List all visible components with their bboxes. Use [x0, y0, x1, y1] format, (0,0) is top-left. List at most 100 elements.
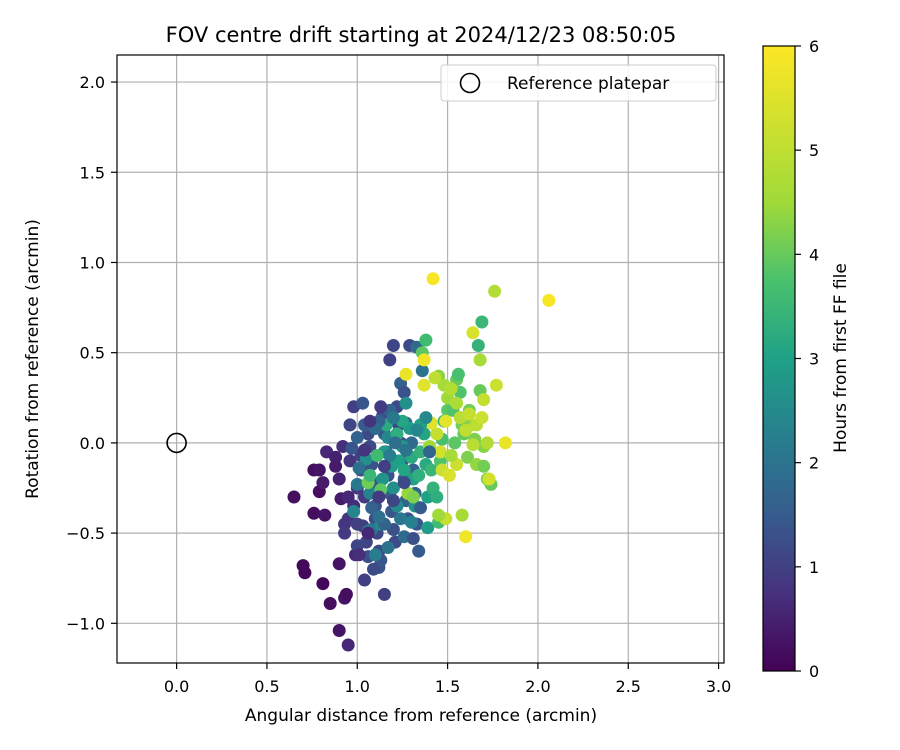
data-point — [343, 418, 357, 432]
y-axis-ticks: −1.0 −0.5 0.0 0.5 1.0 1.5 2.0 — [66, 73, 117, 633]
data-point — [444, 382, 458, 396]
data-point — [386, 494, 400, 508]
data-point — [367, 562, 380, 576]
data-point — [430, 427, 444, 441]
data-point — [316, 577, 330, 591]
data-point — [471, 339, 485, 352]
data-point — [399, 367, 413, 381]
y-tick-label: 2.0 — [80, 73, 105, 92]
y-tick-label: −0.5 — [66, 524, 105, 543]
y-tick-label: 0.0 — [80, 434, 105, 453]
data-point — [332, 472, 346, 486]
x-tick-label: 1.5 — [435, 677, 460, 696]
data-point — [332, 624, 346, 637]
data-points — [287, 272, 556, 652]
data-point — [480, 436, 494, 450]
x-tick-label: 0.5 — [254, 677, 279, 696]
data-point — [421, 521, 435, 535]
x-tick-label: 3.0 — [706, 677, 731, 696]
data-point — [466, 326, 480, 340]
data-point — [381, 541, 395, 554]
data-point — [350, 517, 364, 531]
colorbar-ticks: 0 1 2 3 4 5 6 — [795, 37, 819, 681]
data-point — [414, 501, 427, 515]
data-point — [312, 463, 326, 477]
data-point — [412, 468, 426, 482]
data-point — [399, 396, 413, 410]
x-tick-label: 1.0 — [345, 677, 370, 696]
data-point — [338, 526, 352, 540]
data-point — [383, 353, 397, 367]
data-point — [397, 476, 411, 490]
data-point — [350, 431, 364, 444]
data-point — [405, 515, 418, 529]
x-tick-label: 2.0 — [525, 677, 550, 696]
x-axis-ticks: 0.0 0.5 1.0 1.5 2.0 2.5 3.0 — [164, 663, 731, 696]
data-point — [329, 459, 343, 473]
data-point — [332, 557, 346, 571]
data-point — [386, 481, 400, 495]
data-point — [383, 449, 397, 462]
data-point — [417, 353, 431, 367]
data-point — [461, 450, 474, 464]
data-point — [316, 476, 330, 490]
data-point — [439, 414, 453, 428]
data-point — [352, 461, 366, 475]
colorbar-tick-label: 2 — [809, 454, 819, 473]
colorbar-tick-label: 4 — [809, 245, 819, 264]
data-point — [370, 449, 384, 462]
plot-frame — [116, 54, 725, 664]
data-point — [415, 364, 429, 378]
data-point — [459, 423, 473, 437]
data-point — [329, 450, 343, 464]
data-point — [477, 393, 491, 407]
data-point — [406, 490, 420, 504]
colorbar-tick-label: 6 — [809, 37, 819, 56]
data-point — [466, 438, 480, 452]
data-point — [341, 638, 355, 652]
data-point — [352, 548, 366, 562]
data-point — [455, 508, 469, 522]
data-point — [377, 587, 391, 601]
data-point — [423, 445, 436, 459]
data-point — [498, 436, 512, 450]
data-point — [361, 526, 375, 540]
data-point — [358, 443, 371, 457]
y-tick-label: 1.0 — [80, 253, 105, 272]
data-point — [448, 436, 462, 450]
data-point — [341, 490, 355, 504]
data-point — [363, 414, 377, 428]
data-point — [459, 530, 473, 544]
data-point — [343, 454, 357, 468]
data-point — [424, 463, 438, 477]
y-tick-label: 1.5 — [80, 163, 105, 182]
legend: Reference platepar — [440, 64, 717, 102]
data-point — [442, 468, 456, 482]
data-point — [489, 378, 503, 392]
data-point — [388, 436, 402, 450]
data-point — [358, 573, 371, 587]
y-axis-label: Rotation from reference (arcmin) — [23, 219, 43, 499]
data-point — [377, 459, 391, 473]
data-point — [475, 315, 489, 329]
chart-title: FOV centre drift starting at 2024/12/23 … — [166, 23, 677, 47]
y-tick-label: −1.0 — [66, 614, 105, 633]
colorbar-tick-label: 5 — [809, 141, 819, 160]
data-point — [356, 396, 370, 410]
data-point — [433, 445, 447, 459]
data-point — [298, 566, 312, 580]
data-point — [417, 378, 431, 392]
data-point — [323, 597, 337, 610]
data-point — [450, 396, 464, 410]
data-point — [394, 512, 408, 526]
data-point — [386, 411, 400, 425]
colorbar-tick-label: 3 — [809, 350, 819, 369]
legend-box — [440, 64, 717, 102]
data-point — [397, 385, 411, 399]
data-point — [444, 449, 458, 462]
data-point — [374, 400, 388, 414]
x-axis-label: Angular distance from reference (arcmin) — [245, 706, 597, 726]
data-point — [397, 463, 411, 477]
data-point — [372, 490, 386, 504]
